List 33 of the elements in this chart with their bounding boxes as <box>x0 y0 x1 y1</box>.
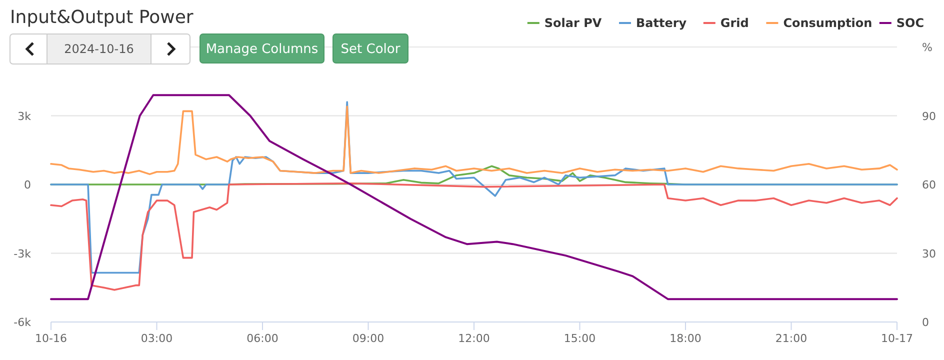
y2-tick-label: 60 <box>922 178 936 192</box>
y2-axis-title: % <box>922 41 932 54</box>
y-tick-label: 0 <box>24 178 31 192</box>
x-tick-label: 12:00 <box>458 332 490 345</box>
y-tick-label: -6k <box>14 316 32 329</box>
legend-label: SOC <box>896 16 924 30</box>
annotation: 2024-10-16 <box>64 42 134 56</box>
x-tick-label: 21:00 <box>775 332 808 345</box>
legend-label: Solar PV <box>544 16 602 30</box>
y2-tick-label: 30 <box>922 247 936 260</box>
line-series <box>50 94 898 300</box>
line-series <box>50 182 898 291</box>
y-tick-label: -3k <box>14 247 32 260</box>
line-series <box>50 101 898 274</box>
y-tick-label: 3k <box>18 110 32 123</box>
legend-label: Consumption <box>783 16 872 30</box>
x-tick-label: 10-16 <box>35 332 67 345</box>
x-tick-label: 10-17 <box>881 332 913 345</box>
x-tick-label: 03:00 <box>140 332 173 345</box>
x-tick-label: 18:00 <box>670 332 702 345</box>
y2-tick-label: 90 <box>922 110 936 123</box>
legend-label: Battery <box>636 16 687 30</box>
legend-label: Grid <box>720 16 749 30</box>
line-series <box>50 106 898 176</box>
button: Manage Columns <box>200 34 324 64</box>
annotation: Set Color <box>340 42 401 57</box>
y2-tick-label: 0 <box>922 316 929 329</box>
x-tick-label: 06:00 <box>246 332 278 345</box>
x-tick-label: 15:00 <box>564 332 596 345</box>
chart-title: Input&Output Power <box>10 7 194 28</box>
button: Set Color <box>332 34 408 64</box>
x-tick-label: 09:00 <box>352 332 384 345</box>
annotation: Manage Columns <box>206 42 318 57</box>
